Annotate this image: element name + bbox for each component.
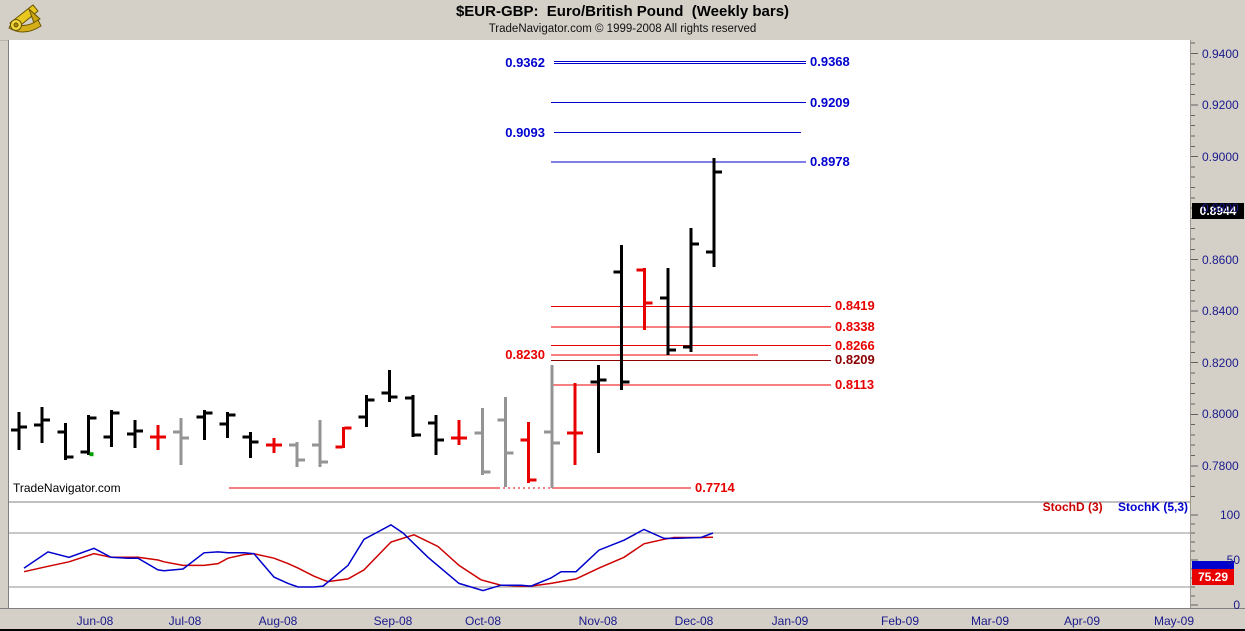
ohlc-bar bbox=[126, 419, 143, 449]
price-axis-label: 0.7800 bbox=[1202, 458, 1239, 473]
price-axis-label: 0.8200 bbox=[1202, 355, 1239, 370]
bottom-border bbox=[0, 629, 1245, 631]
date-label: Aug-08 bbox=[258, 614, 298, 628]
chart-area bbox=[8, 40, 1191, 608]
date-label: Jun-08 bbox=[76, 614, 114, 628]
date-label: Feb-09 bbox=[880, 614, 920, 628]
ohlc-bar bbox=[567, 383, 584, 466]
ohlc-bar bbox=[289, 442, 306, 468]
date-label: Nov-08 bbox=[578, 614, 618, 628]
watermark: TradeNavigator.com bbox=[13, 481, 121, 495]
price-level-label: 0.9368 bbox=[810, 53, 850, 69]
chart-copyright: TradeNavigator.com © 1999-2008 All right… bbox=[488, 23, 757, 35]
price-level-label: 0.7714 bbox=[695, 479, 735, 495]
axis-ticks bbox=[1191, 42, 1198, 606]
ohlc-bar bbox=[613, 244, 630, 391]
date-label: Dec-08 bbox=[674, 614, 714, 628]
ohlc-bar bbox=[150, 425, 167, 451]
ohlc-bar bbox=[404, 394, 421, 437]
date-label: Sep-08 bbox=[373, 614, 413, 628]
date-axis: Jun-08 Jul-08 Aug-08 Sep-08 Oct-08 Nov-08 Dec-… bbox=[0, 608, 1245, 631]
ohlc-bar bbox=[312, 419, 329, 468]
date-label: Apr-09 bbox=[1063, 614, 1101, 628]
ohlc-bar bbox=[497, 397, 514, 487]
stochd-legend-label: StochD (3) bbox=[1042, 500, 1103, 514]
stoch-legend: StochD (3) StochK (5,3) bbox=[1031, 500, 1188, 514]
stochk-legend-label: StochK (5,3) bbox=[1117, 500, 1188, 514]
price-axis-label: 0.9000 bbox=[1202, 149, 1239, 164]
header-strip: $EUR-GBP: Euro/British Pound (Weekly bar… bbox=[0, 0, 1245, 41]
ohlc-bar bbox=[636, 267, 653, 331]
stochd-value-badge: 75.29 bbox=[1192, 569, 1234, 585]
ohlc-bar bbox=[358, 394, 375, 427]
ohlc-bar bbox=[543, 365, 560, 488]
date-label: Jan-09 bbox=[771, 614, 809, 628]
price-axis-label: 0.8400 bbox=[1202, 304, 1239, 319]
stochk-line bbox=[23, 524, 714, 592]
price-level-label: 0.8338 bbox=[835, 319, 875, 335]
ohlc-bar bbox=[80, 415, 97, 455]
ohlc-bar bbox=[11, 411, 27, 451]
price-chart-canvas[interactable] bbox=[9, 40, 1191, 608]
ohlc-bar bbox=[381, 369, 398, 402]
ohlc-bar bbox=[34, 407, 51, 443]
ohlc-bar bbox=[103, 409, 120, 448]
ohlc-bar bbox=[682, 227, 699, 353]
price-axis-panel: 0.8944 75.29 bbox=[1190, 40, 1245, 608]
price-axis-label: 0.8600 bbox=[1202, 252, 1239, 267]
ohlc-bar bbox=[265, 437, 282, 453]
price-level-label: 0.9362 bbox=[505, 55, 545, 71]
price-level-label: 0.8419 bbox=[835, 298, 875, 314]
date-label: Mar-09 bbox=[970, 614, 1010, 628]
ohlc-bar bbox=[173, 417, 190, 466]
stochd-line bbox=[23, 533, 714, 587]
price-axis-label: 0.8800 bbox=[1202, 201, 1239, 216]
ohlc-bar bbox=[706, 158, 723, 267]
ohlc-bar bbox=[335, 426, 352, 449]
price-axis-label: 0.9400 bbox=[1202, 46, 1239, 61]
date-label: Jul-08 bbox=[168, 614, 202, 628]
ohlc-bar bbox=[520, 422, 537, 484]
last-price-badge: 0.8944 bbox=[1192, 203, 1244, 219]
date-label: May-09 bbox=[1153, 614, 1195, 628]
price-level-label: 0.8230 bbox=[505, 347, 545, 362]
ohlc-bar bbox=[196, 409, 213, 441]
chart-title: $EUR-GBP: Euro/British Pound (Weekly bar… bbox=[455, 3, 790, 20]
price-level-label: 0.9093 bbox=[505, 124, 545, 140]
ohlc-bar bbox=[451, 419, 468, 445]
price-level-label: 0.8978 bbox=[810, 154, 850, 170]
ohlc-bar bbox=[219, 411, 236, 438]
price-level-label: 0.9209 bbox=[810, 94, 850, 110]
stoch-axis-label: 100 bbox=[1219, 508, 1240, 522]
price-level-label: 0.8266 bbox=[835, 337, 875, 353]
price-axis-label: 0.9200 bbox=[1202, 98, 1239, 113]
stoch-axis-label: 0 bbox=[1233, 598, 1240, 612]
ohlc-bar bbox=[590, 365, 607, 453]
price-level-label: 0.8209 bbox=[835, 352, 875, 368]
tradenavigator-logo-icon bbox=[8, 4, 42, 33]
stoch-axis-label: 50 bbox=[1226, 553, 1240, 567]
price-axis-label: 0.8000 bbox=[1202, 407, 1239, 422]
ohlc-bar bbox=[474, 408, 491, 475]
date-label: Oct-08 bbox=[464, 614, 502, 628]
ohlc-bar bbox=[659, 267, 676, 356]
price-level-label: 0.8113 bbox=[835, 377, 875, 393]
low-marker-dot bbox=[89, 452, 94, 457]
ohlc-bar bbox=[428, 415, 445, 455]
ohlc-bar bbox=[57, 423, 74, 460]
ohlc-bar bbox=[242, 432, 259, 459]
